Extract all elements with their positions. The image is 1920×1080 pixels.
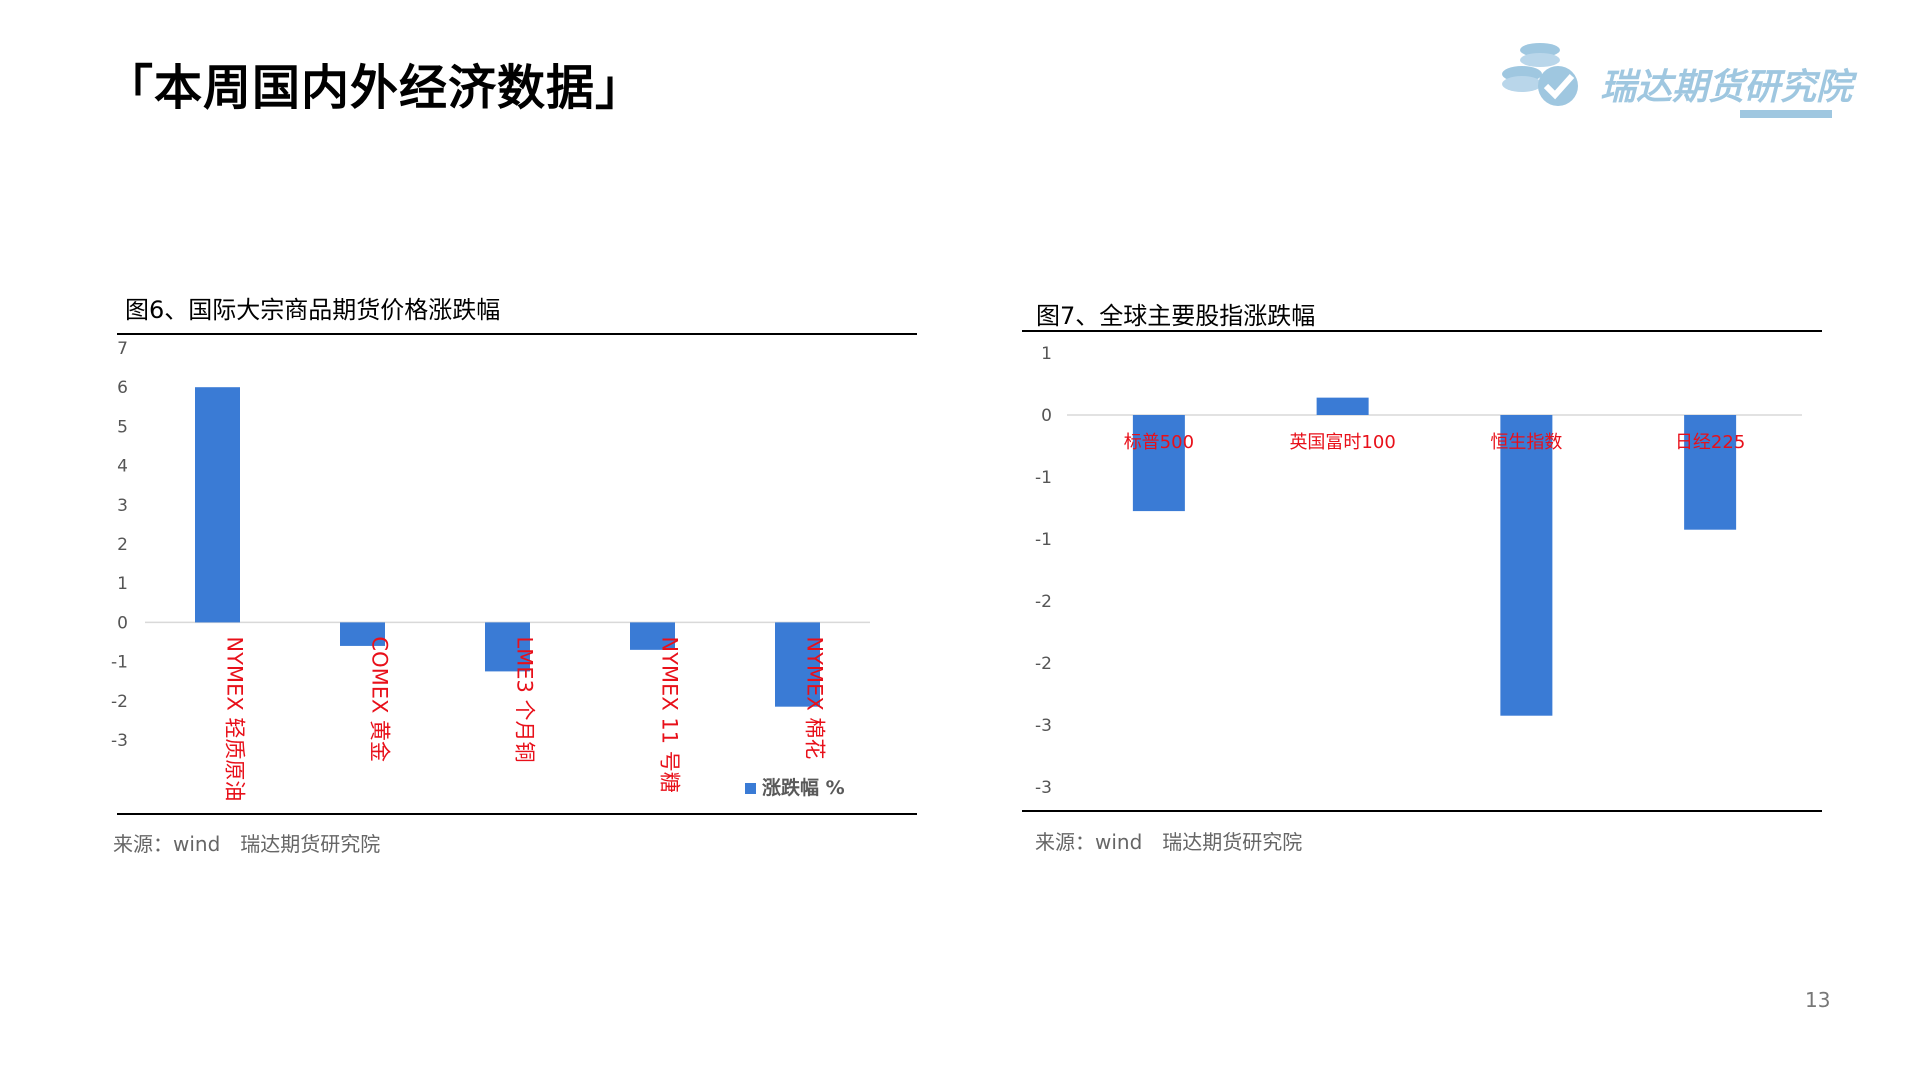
y-tick-label: 1 xyxy=(117,574,128,594)
legend-swatch xyxy=(745,783,756,794)
chart7-plot: 1 0 -1 -1 -2 -2 -3 -3 标普500 英国富时100 恒生指数 日经225 xyxy=(1035,344,1802,798)
chart6-bottom-rule xyxy=(117,813,917,815)
chart6-plot: 7 6 5 4 3 2 1 0 -1 -2 -3 NYMEX 轻质原油 COMEX 黄金 LME3 个月铜… xyxy=(111,339,870,801)
logo-text: 瑞达期货研究院 xyxy=(1600,67,1853,108)
y-tick-label: -2 xyxy=(111,692,128,712)
category-label: COMEX 黄金 xyxy=(368,636,392,762)
y-tick-label: 6 xyxy=(117,378,128,398)
y-tick-label: -2 xyxy=(1035,654,1052,674)
y-tick-label: -1 xyxy=(1035,530,1052,550)
bar xyxy=(1500,415,1553,716)
chart6-source: 来源：wind 瑞达期货研究院 xyxy=(113,832,381,856)
category-label: NYMEX 棉花 xyxy=(803,636,827,759)
bar xyxy=(1684,415,1737,530)
chart7-bottom-rule xyxy=(1022,810,1822,812)
bar xyxy=(630,622,675,650)
chart7-title: 图7、全球主要股指涨跌幅 xyxy=(1036,302,1316,330)
y-tick-label: 1 xyxy=(1041,344,1052,364)
y-tick-label: 5 xyxy=(117,417,128,437)
y-tick-label: -1 xyxy=(111,653,128,673)
bar xyxy=(340,622,385,646)
category-label: NYMEX 轻质原油 xyxy=(223,636,247,801)
logo-underline xyxy=(1740,110,1832,118)
chart7-top-rule xyxy=(1022,330,1822,332)
bar xyxy=(195,387,240,623)
chart6-title: 图6、国际大宗商品期货价格涨跌幅 xyxy=(125,296,501,324)
chart7-source: 来源：wind 瑞达期货研究院 xyxy=(1035,830,1303,854)
bar xyxy=(775,622,820,707)
y-tick-label: 3 xyxy=(117,496,128,516)
y-tick-label: -1 xyxy=(1035,468,1052,488)
y-tick-label: 0 xyxy=(117,613,128,633)
coins-icon xyxy=(1502,43,1578,106)
y-tick-label: -3 xyxy=(1035,778,1052,798)
page-number: 13 xyxy=(1805,988,1831,1012)
category-label: 标普500 xyxy=(1124,432,1194,453)
y-tick-label: -2 xyxy=(1035,592,1052,612)
bar xyxy=(485,622,530,672)
bar xyxy=(1132,415,1185,512)
page-title: 「本周国内外经济数据」 xyxy=(105,60,645,116)
category-label: 日经225 xyxy=(1675,432,1745,453)
y-tick-label: 4 xyxy=(117,457,128,477)
category-label: 恒生指数 xyxy=(1490,432,1562,453)
company-logo: 瑞达期货研究院 xyxy=(1500,38,1852,123)
y-tick-label: 2 xyxy=(117,535,128,555)
category-label: NYMEX 11 号糖 xyxy=(658,636,682,792)
category-label: LME3 个月铜 xyxy=(513,636,537,762)
y-tick-label: 0 xyxy=(1041,406,1052,426)
y-tick-label: -3 xyxy=(1035,716,1052,736)
chart6-top-rule xyxy=(117,333,917,335)
legend-label: 涨跌幅 % xyxy=(762,776,845,799)
y-tick-label: -3 xyxy=(111,731,128,751)
bar xyxy=(1316,397,1369,415)
category-label: 英国富时100 xyxy=(1289,432,1395,453)
y-tick-label: 7 xyxy=(117,339,128,359)
